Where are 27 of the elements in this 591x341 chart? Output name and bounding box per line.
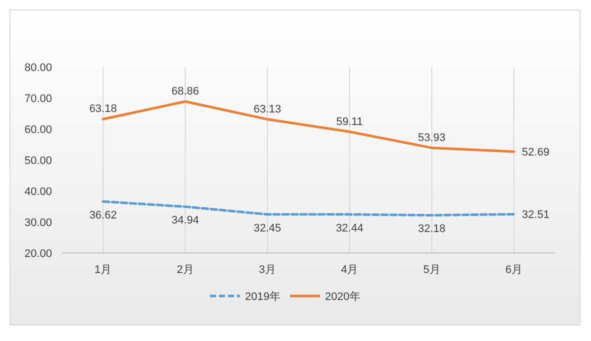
y-tick-label: 20.00 <box>24 248 52 260</box>
data-label: 52.69 <box>522 146 550 159</box>
data-label: 32.44 <box>336 222 364 234</box>
data-label: 63.13 <box>254 103 282 116</box>
data-label: 32.45 <box>254 222 282 234</box>
data-label: 59.11 <box>336 116 363 128</box>
x-tick-label: 6月 <box>505 264 522 276</box>
y-tick-label: 40.00 <box>24 186 52 198</box>
data-label: 68.86 <box>171 86 200 98</box>
data-label: 36.62 <box>89 209 117 222</box>
data-label: 32.51 <box>522 209 550 222</box>
y-tick-label: 80.00 <box>24 62 52 74</box>
legend-label: 2020年 <box>325 291 360 303</box>
y-tick-label: 30.00 <box>24 217 52 229</box>
y-tick-label: 60.00 <box>24 124 52 136</box>
legend-label: 2019年 <box>245 291 280 303</box>
x-tick-label: 5月 <box>423 264 440 276</box>
data-label: 53.93 <box>418 132 446 144</box>
data-label: 32.18 <box>418 223 446 236</box>
x-tick-label: 3月 <box>258 264 276 276</box>
data-label: 63.18 <box>89 103 117 116</box>
y-tick-label: 50.00 <box>24 155 52 167</box>
data-label: 34.94 <box>171 214 200 227</box>
x-tick-label: 4月 <box>341 264 358 276</box>
x-tick-label: 1月 <box>94 264 112 276</box>
y-tick-label: 70.00 <box>24 93 52 105</box>
x-tick-label: 2月 <box>176 264 194 276</box>
